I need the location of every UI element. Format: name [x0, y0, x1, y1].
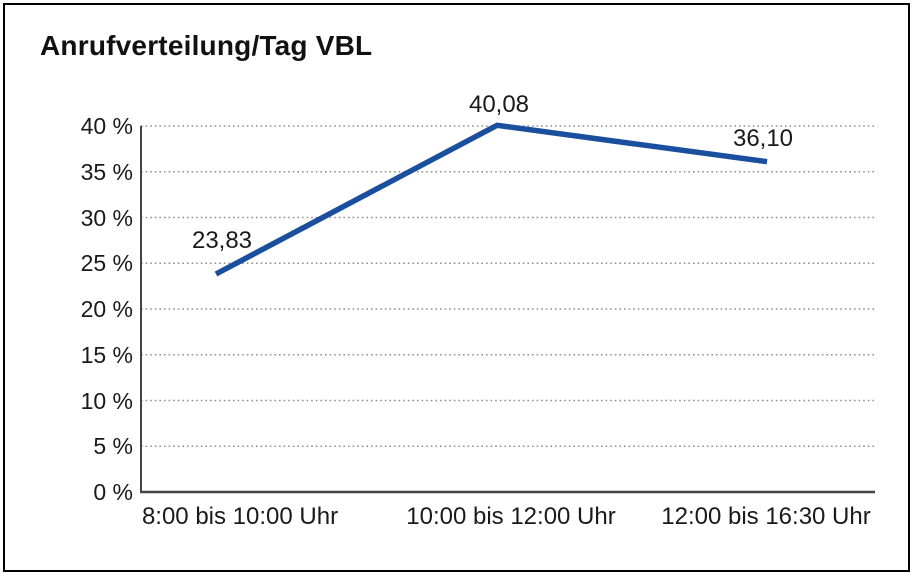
y-axis-tick-label: 20 % [80, 296, 133, 322]
y-axis-tick-label: 15 % [80, 341, 133, 368]
chart-title: Anrufverteilung/Tag VBL [40, 30, 373, 61]
data-point-label: 40,08 [468, 91, 530, 118]
y-axis-tick-label: 35 % [80, 158, 133, 185]
y-axis-tick-label: 5 % [93, 433, 133, 460]
series-line [214, 122, 768, 277]
data-point-label: 23,83 [191, 227, 253, 254]
y-axis-tick-label: 25 % [80, 250, 133, 277]
y-axis-tick-label: 40 % [80, 113, 133, 139]
y-axis-tick-label: 10 % [80, 387, 133, 414]
x-axis-category-label: 12:00 bis 16:30 Uhr [661, 503, 871, 530]
data-point-label: 36,10 [732, 125, 794, 152]
x-axis-category-label: 8:00 bis 10:00 Uhr [141, 503, 339, 530]
y-axis-tick-label: 0 % [93, 479, 133, 505]
y-axis-tick-label: 30 % [80, 204, 133, 231]
x-axis-category-label: 10:00 bis 12:00 Uhr [406, 503, 616, 530]
